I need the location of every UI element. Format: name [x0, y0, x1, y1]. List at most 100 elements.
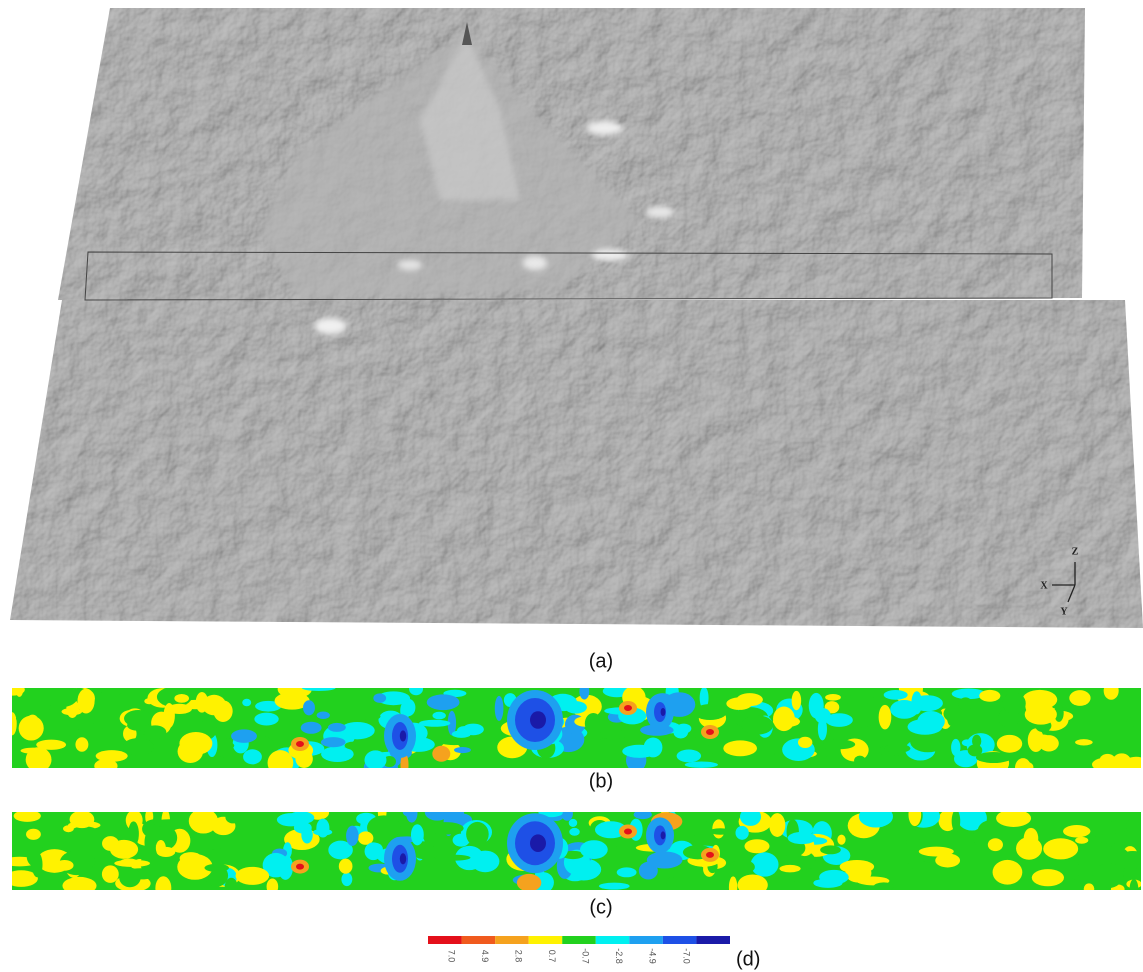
contour-blob: [744, 839, 769, 853]
contour-blob: [973, 829, 986, 846]
contour-blob: [316, 819, 329, 838]
contour-blob: [373, 693, 386, 703]
contour-blob: [328, 723, 346, 732]
contour-blob: [180, 852, 202, 864]
contour-blob: [236, 867, 270, 885]
contour-blob: [561, 807, 572, 821]
contour-blob: [845, 864, 871, 883]
contour-blob: [432, 746, 450, 762]
contour-blob: [405, 761, 438, 773]
contour-strip: [2, 803, 1143, 900]
colorbar-label: -0.7: [581, 948, 591, 964]
caption: (a): [589, 650, 613, 672]
contour-blob: [409, 683, 423, 696]
contour-blob: [706, 852, 714, 858]
contour-blob: [340, 818, 349, 828]
contour-blob: [1105, 823, 1116, 846]
contour-blob: [1017, 761, 1033, 772]
colorbar-segment: [495, 936, 529, 944]
contour-blob: [225, 878, 238, 898]
colorbar-segment: [562, 936, 596, 944]
contour-blob: [438, 737, 470, 745]
contour-blob: [402, 699, 416, 716]
contour-blob: [908, 803, 921, 826]
contour-blob: [997, 735, 1022, 753]
contour-blob: [213, 700, 232, 722]
contour-blob: [1104, 682, 1119, 700]
contour-blob: [814, 748, 830, 757]
contour-blob: [321, 737, 346, 747]
contour-blob: [874, 882, 894, 891]
contour-blob: [71, 826, 97, 837]
contour-blob: [624, 829, 632, 835]
contour-blob: [912, 695, 943, 711]
contour-blob: [792, 691, 802, 710]
contour-blob: [1003, 693, 1026, 714]
contour-blob: [677, 750, 702, 763]
caption: (b): [589, 770, 613, 792]
contour-blob: [254, 713, 278, 726]
figure: Z X Y (a) (b) (c) 7.04.92.80.7-0.7-2.8-4…: [0, 0, 1143, 972]
contour-blob: [435, 855, 471, 861]
contour-blob: [1108, 804, 1118, 822]
contour-blob: [174, 694, 189, 703]
contour-blob: [365, 842, 382, 860]
contour-blob: [788, 832, 817, 844]
colorbar-label: -2.8: [614, 948, 624, 964]
colorbar-label: 7.0: [446, 950, 456, 963]
colorbar-label: 2.8: [514, 950, 524, 963]
contour-blob: [345, 742, 363, 750]
contour-blob: [1043, 838, 1078, 859]
contour-blob: [1025, 704, 1057, 725]
contour-blob: [823, 739, 855, 749]
contour-blob: [179, 732, 212, 755]
contour-blob: [32, 852, 43, 877]
contour-blob: [841, 695, 874, 705]
contour-blob: [737, 874, 767, 895]
contour-blob: [1071, 860, 1080, 879]
contour-blob: [775, 849, 800, 855]
contour-blob: [400, 853, 406, 864]
contour-blob: [624, 705, 632, 711]
contour-blob: [77, 689, 94, 714]
contour-blob: [779, 865, 800, 872]
caption: (d): [736, 948, 760, 970]
contour-blob: [204, 864, 229, 872]
contour-blob: [709, 828, 731, 834]
contour-blob: [296, 864, 304, 870]
contour-blob: [530, 834, 546, 852]
contour-blob: [593, 739, 616, 764]
contour-blob: [231, 729, 257, 742]
contour-blob: [114, 860, 150, 867]
contour-blob: [303, 700, 315, 715]
contour-blob: [976, 752, 1012, 763]
contour-blob: [62, 877, 96, 895]
contour-blob: [96, 750, 128, 762]
contour-blob: [495, 696, 504, 721]
contour-blob: [26, 747, 52, 772]
contour-blob: [859, 805, 893, 827]
contour-blob: [943, 868, 969, 892]
contour-blob: [63, 825, 74, 832]
contour-blob: [317, 712, 330, 719]
contour-blob: [412, 845, 439, 859]
lower-plane: [10, 300, 1143, 628]
colorbar-label: -4.9: [648, 948, 658, 964]
contour-blob: [197, 755, 228, 780]
contour-blob: [425, 804, 450, 821]
contour-blob: [729, 876, 737, 898]
contour-blob: [67, 730, 86, 737]
contour-blob: [962, 739, 972, 746]
contour-blob: [622, 745, 656, 758]
contour-blob: [1037, 734, 1050, 743]
colorbar-segment: [663, 936, 697, 944]
contour-blob: [132, 683, 144, 708]
contour-blob: [119, 868, 141, 887]
contour-blob: [819, 870, 849, 884]
contour-blob: [153, 819, 186, 827]
contour-blob: [243, 749, 262, 764]
contour-blob: [837, 835, 845, 845]
contour-blob: [726, 697, 752, 710]
contour-blob: [634, 810, 652, 819]
